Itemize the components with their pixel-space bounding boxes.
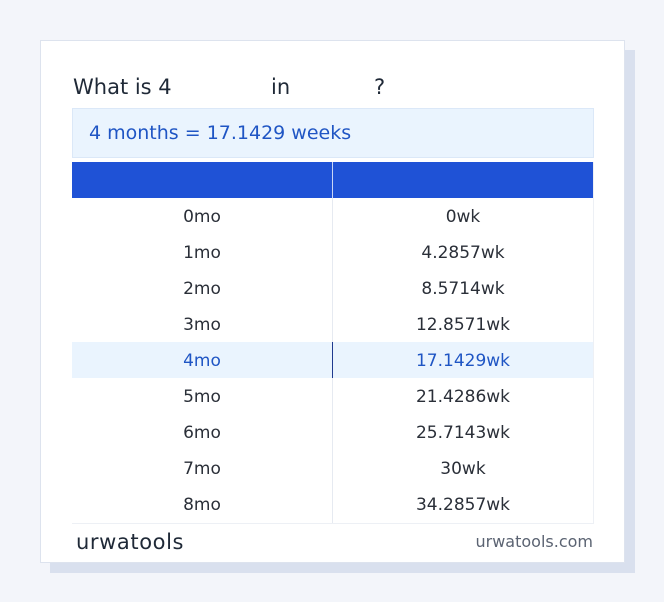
cell-months: 5mo	[183, 387, 221, 407]
header-months	[72, 162, 332, 198]
table-row: 8mo 34.2857wk	[72, 486, 593, 522]
table-row: 7mo 30wk	[72, 450, 593, 486]
table-row: 1mo 4.2857wk	[72, 234, 593, 270]
highlight-divider	[332, 342, 333, 378]
cell-months: 8mo	[183, 495, 221, 515]
question-suffix: ?	[374, 75, 386, 99]
cell-months: 2mo	[183, 279, 221, 299]
cell-weeks: 34.2857wk	[415, 495, 511, 515]
converter-card: What is 4 in ? 4 months = 17.1429 weeks …	[40, 40, 625, 563]
urwatools-logo[interactable]: urwatools	[76, 529, 184, 555]
cell-weeks: 8.5714wk	[421, 279, 505, 299]
site-link[interactable]: urwatools.com	[475, 532, 594, 551]
header-weeks	[333, 162, 593, 198]
cell-weeks: 25.7143wk	[415, 423, 511, 443]
question-prefix: What is 4	[73, 75, 172, 99]
cell-weeks: 21.4286wk	[415, 387, 511, 407]
cell-weeks: 30wk	[440, 459, 486, 479]
cell-weeks: 17.1429wk	[415, 351, 511, 371]
table-row: 2mo 8.5714wk	[72, 270, 593, 306]
table-row: 0mo 0wk	[72, 198, 593, 234]
logo-text: urwatools	[76, 530, 185, 554]
question-heading: What is 4 in ?	[73, 73, 385, 101]
cell-months: 0mo	[183, 207, 221, 227]
cell-months: 1mo	[183, 243, 221, 263]
cell-weeks: 0wk	[445, 207, 481, 227]
conversion-table: 0mo 0wk 1mo 4.2857wk 2mo 8.5714wk 3mo 12…	[72, 162, 594, 524]
table-header	[72, 162, 593, 198]
table-row: 6mo 25.7143wk	[72, 414, 593, 450]
table-row: 3mo 12.8571wk	[72, 306, 593, 342]
table-row-highlighted: 4mo 17.1429wk	[72, 342, 593, 378]
question-in-word: in	[271, 75, 291, 99]
cell-weeks: 4.2857wk	[421, 243, 505, 263]
result-text: 4 months = 17.1429 weeks	[89, 122, 352, 144]
cell-months: 3mo	[183, 315, 221, 335]
cell-months: 7mo	[183, 459, 221, 479]
result-box: 4 months = 17.1429 weeks	[72, 108, 594, 158]
table-row: 5mo 21.4286wk	[72, 378, 593, 414]
cell-months: 6mo	[183, 423, 221, 443]
header-divider	[332, 162, 333, 198]
cell-weeks: 12.8571wk	[415, 315, 511, 335]
cell-months: 4mo	[183, 351, 221, 371]
